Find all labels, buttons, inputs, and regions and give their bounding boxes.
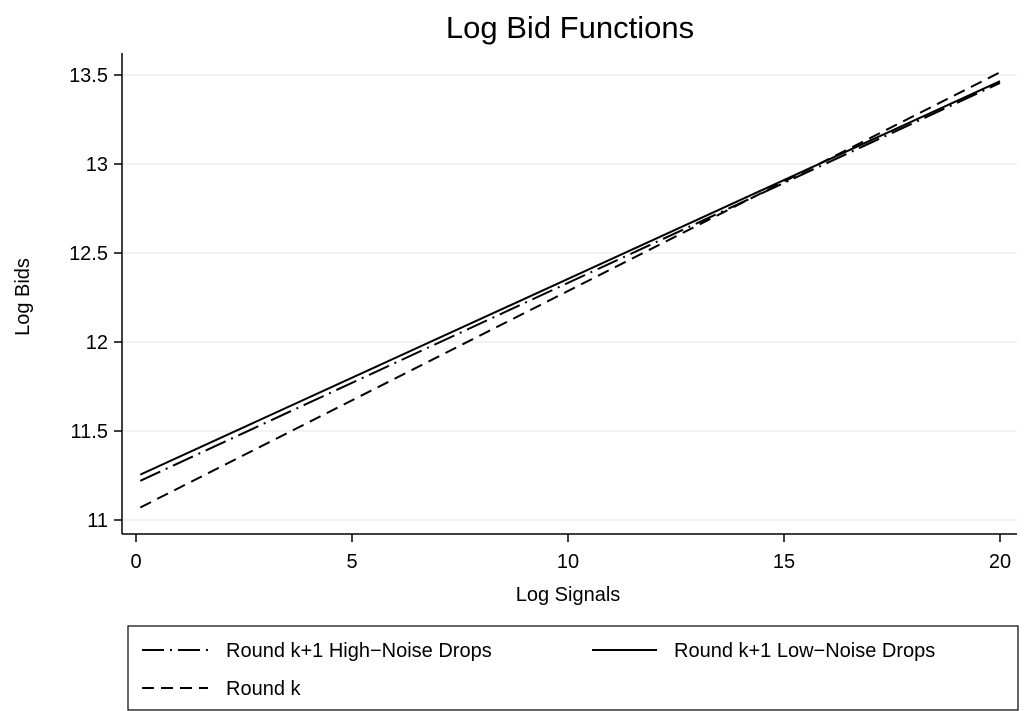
- y-tick-label: 11.5: [71, 421, 108, 443]
- x-tick-label: 10: [557, 551, 579, 573]
- legend-label: Round k: [226, 678, 301, 700]
- series-line: [139, 82, 1001, 482]
- x-ticks: 0 5 10 15 20: [130, 534, 1011, 573]
- y-axis-label: Log Bids: [12, 258, 34, 336]
- x-tick-label: 20: [989, 551, 1011, 573]
- y-tick-label: 12: [86, 332, 108, 354]
- chart-title: Log Bid Functions: [446, 10, 694, 45]
- plot-area: [139, 71, 1001, 509]
- series-line: [139, 80, 1001, 476]
- y-tick-label: 11: [87, 510, 108, 532]
- legend-label: Round k+1 High−Noise Drops: [226, 640, 492, 662]
- legend: Round k+1 High−Noise Drops Round k+1 Low−…: [127, 625, 1019, 711]
- y-tick-label: 13.5: [69, 65, 108, 87]
- y-tick-label: 12.5: [69, 243, 108, 265]
- y-tick-label: 13: [86, 154, 108, 176]
- y-ticks: 11 11.5 12 12.5 13 13.5: [69, 65, 122, 532]
- legend-box: [127, 625, 1019, 711]
- series-line: [139, 71, 1001, 509]
- x-axis-label: Log Signals: [516, 584, 621, 606]
- x-tick-label: 15: [773, 551, 795, 573]
- grid: [123, 74, 1017, 521]
- x-tick-label: 0: [130, 551, 141, 573]
- x-tick-label: 5: [346, 551, 357, 573]
- legend-label: Round k+1 Low−Noise Drops: [674, 640, 935, 662]
